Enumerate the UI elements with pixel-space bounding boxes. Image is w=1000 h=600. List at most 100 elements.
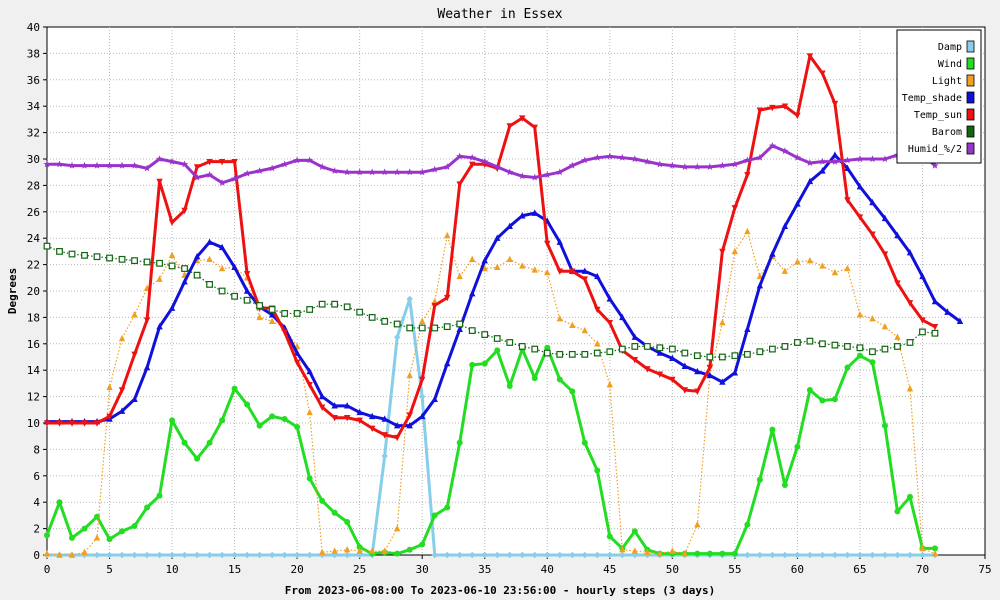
data-point-barom — [869, 348, 876, 356]
data-point-temp-sun — [544, 240, 551, 248]
data-point-temp-shade — [731, 369, 739, 376]
data-point-temp-shade — [556, 238, 563, 245]
data-point-wind — [506, 383, 513, 390]
data-point-light — [206, 255, 213, 263]
data-point-light — [381, 547, 388, 554]
data-point-humid-2 — [931, 161, 939, 169]
data-point-humid-2 — [818, 157, 827, 165]
legend-label-damp: Damp — [938, 42, 962, 53]
data-point-light — [156, 275, 163, 282]
data-point-temp-shade — [781, 222, 789, 230]
data-point-temp-sun — [356, 417, 363, 425]
data-point-humid-2 — [381, 168, 389, 176]
data-point-humid-2 — [781, 147, 789, 155]
data-point-damp — [343, 551, 351, 559]
data-point-humid-2 — [193, 173, 201, 181]
x-axis-label: From 2023-06-08:00 To 2023-06-10 23:56:0… — [285, 584, 715, 597]
data-point-humid-2 — [806, 159, 814, 167]
data-point-wind — [119, 528, 126, 535]
data-point-damp — [469, 551, 476, 559]
data-point-light — [794, 258, 801, 265]
legend-swatch-temp-sun — [966, 108, 975, 121]
data-point-humid-2 — [706, 163, 714, 170]
data-point-light — [118, 334, 126, 342]
data-point-temp-sun — [56, 420, 63, 427]
data-point-light — [906, 384, 914, 392]
data-point-damp — [906, 551, 914, 559]
x-tick-label: 40 — [541, 563, 554, 576]
data-point-light — [406, 371, 413, 379]
legend-label-wind: Wind — [938, 59, 962, 70]
data-point-humid-2 — [431, 165, 439, 173]
y-tick-label: 38 — [27, 47, 40, 60]
data-point-light — [656, 549, 664, 557]
data-point-wind — [569, 388, 576, 395]
data-point-temp-shade — [393, 421, 401, 429]
y-tick-label: 18 — [27, 311, 40, 324]
y-tick-label: 40 — [27, 21, 40, 34]
data-point-wind — [319, 497, 326, 504]
data-point-damp — [794, 551, 801, 559]
data-point-wind — [544, 344, 551, 351]
data-point-temp-shade — [218, 243, 226, 251]
data-point-humid-2 — [531, 173, 539, 181]
data-point-humid-2 — [105, 161, 114, 169]
data-point-temp-shade — [318, 392, 326, 400]
y-tick-label: 20 — [27, 285, 40, 298]
data-point-temp-shade — [356, 408, 363, 416]
data-point-temp-shade — [631, 333, 639, 340]
data-point-wind — [256, 422, 263, 429]
data-point-barom — [318, 300, 326, 308]
data-point-wind — [769, 426, 776, 433]
y-tick-label: 24 — [27, 232, 41, 245]
data-point-wind — [44, 532, 50, 539]
y-axis-label: Degrees — [6, 268, 19, 314]
data-point-damp — [243, 551, 251, 559]
legend-swatch-wind — [966, 57, 975, 70]
data-point-light — [694, 520, 701, 528]
data-point-light — [556, 315, 563, 322]
data-point-humid-2 — [843, 156, 852, 164]
data-point-damp — [494, 551, 501, 559]
data-point-temp-shade — [719, 378, 726, 385]
data-point-damp — [281, 551, 288, 559]
data-point-temp-shade — [881, 214, 889, 222]
data-point-barom — [631, 343, 639, 350]
data-point-wind — [331, 509, 338, 516]
data-point-light — [569, 321, 576, 329]
data-point-light — [781, 267, 789, 274]
data-point-humid-2 — [268, 164, 276, 172]
data-point-humid-2 — [443, 163, 451, 170]
data-point-temp-sun — [243, 271, 251, 278]
data-point-light — [731, 247, 739, 255]
data-point-temp-sun — [569, 268, 576, 275]
data-point-temp-sun — [393, 434, 401, 442]
data-point-wind — [931, 545, 938, 552]
data-point-light — [43, 549, 51, 557]
series-humid-2 — [43, 142, 939, 186]
data-point-barom — [343, 303, 351, 311]
data-point-temp-sun — [769, 104, 776, 112]
data-point-temp-sun — [906, 300, 914, 307]
data-point-barom — [781, 343, 789, 350]
data-point-barom — [731, 352, 739, 360]
data-point-barom — [481, 331, 489, 338]
data-point-barom — [806, 337, 814, 345]
data-point-temp-sun — [781, 103, 789, 110]
data-point-barom — [456, 320, 464, 328]
x-tick-label: 20 — [291, 563, 304, 576]
data-point-temp-sun — [218, 158, 226, 166]
data-point-temp-sun — [919, 317, 926, 324]
data-point-light — [594, 340, 601, 347]
data-point-temp-sun — [669, 376, 676, 384]
data-point-wind — [556, 376, 563, 383]
data-point-wind — [269, 413, 276, 420]
x-tick-label: 60 — [791, 563, 804, 576]
data-point-damp — [569, 551, 576, 559]
data-point-humid-2 — [606, 152, 614, 160]
data-point-humid-2 — [556, 168, 564, 176]
data-point-temp-shade — [243, 287, 251, 294]
data-point-barom — [281, 310, 289, 317]
data-point-wind — [831, 396, 838, 403]
